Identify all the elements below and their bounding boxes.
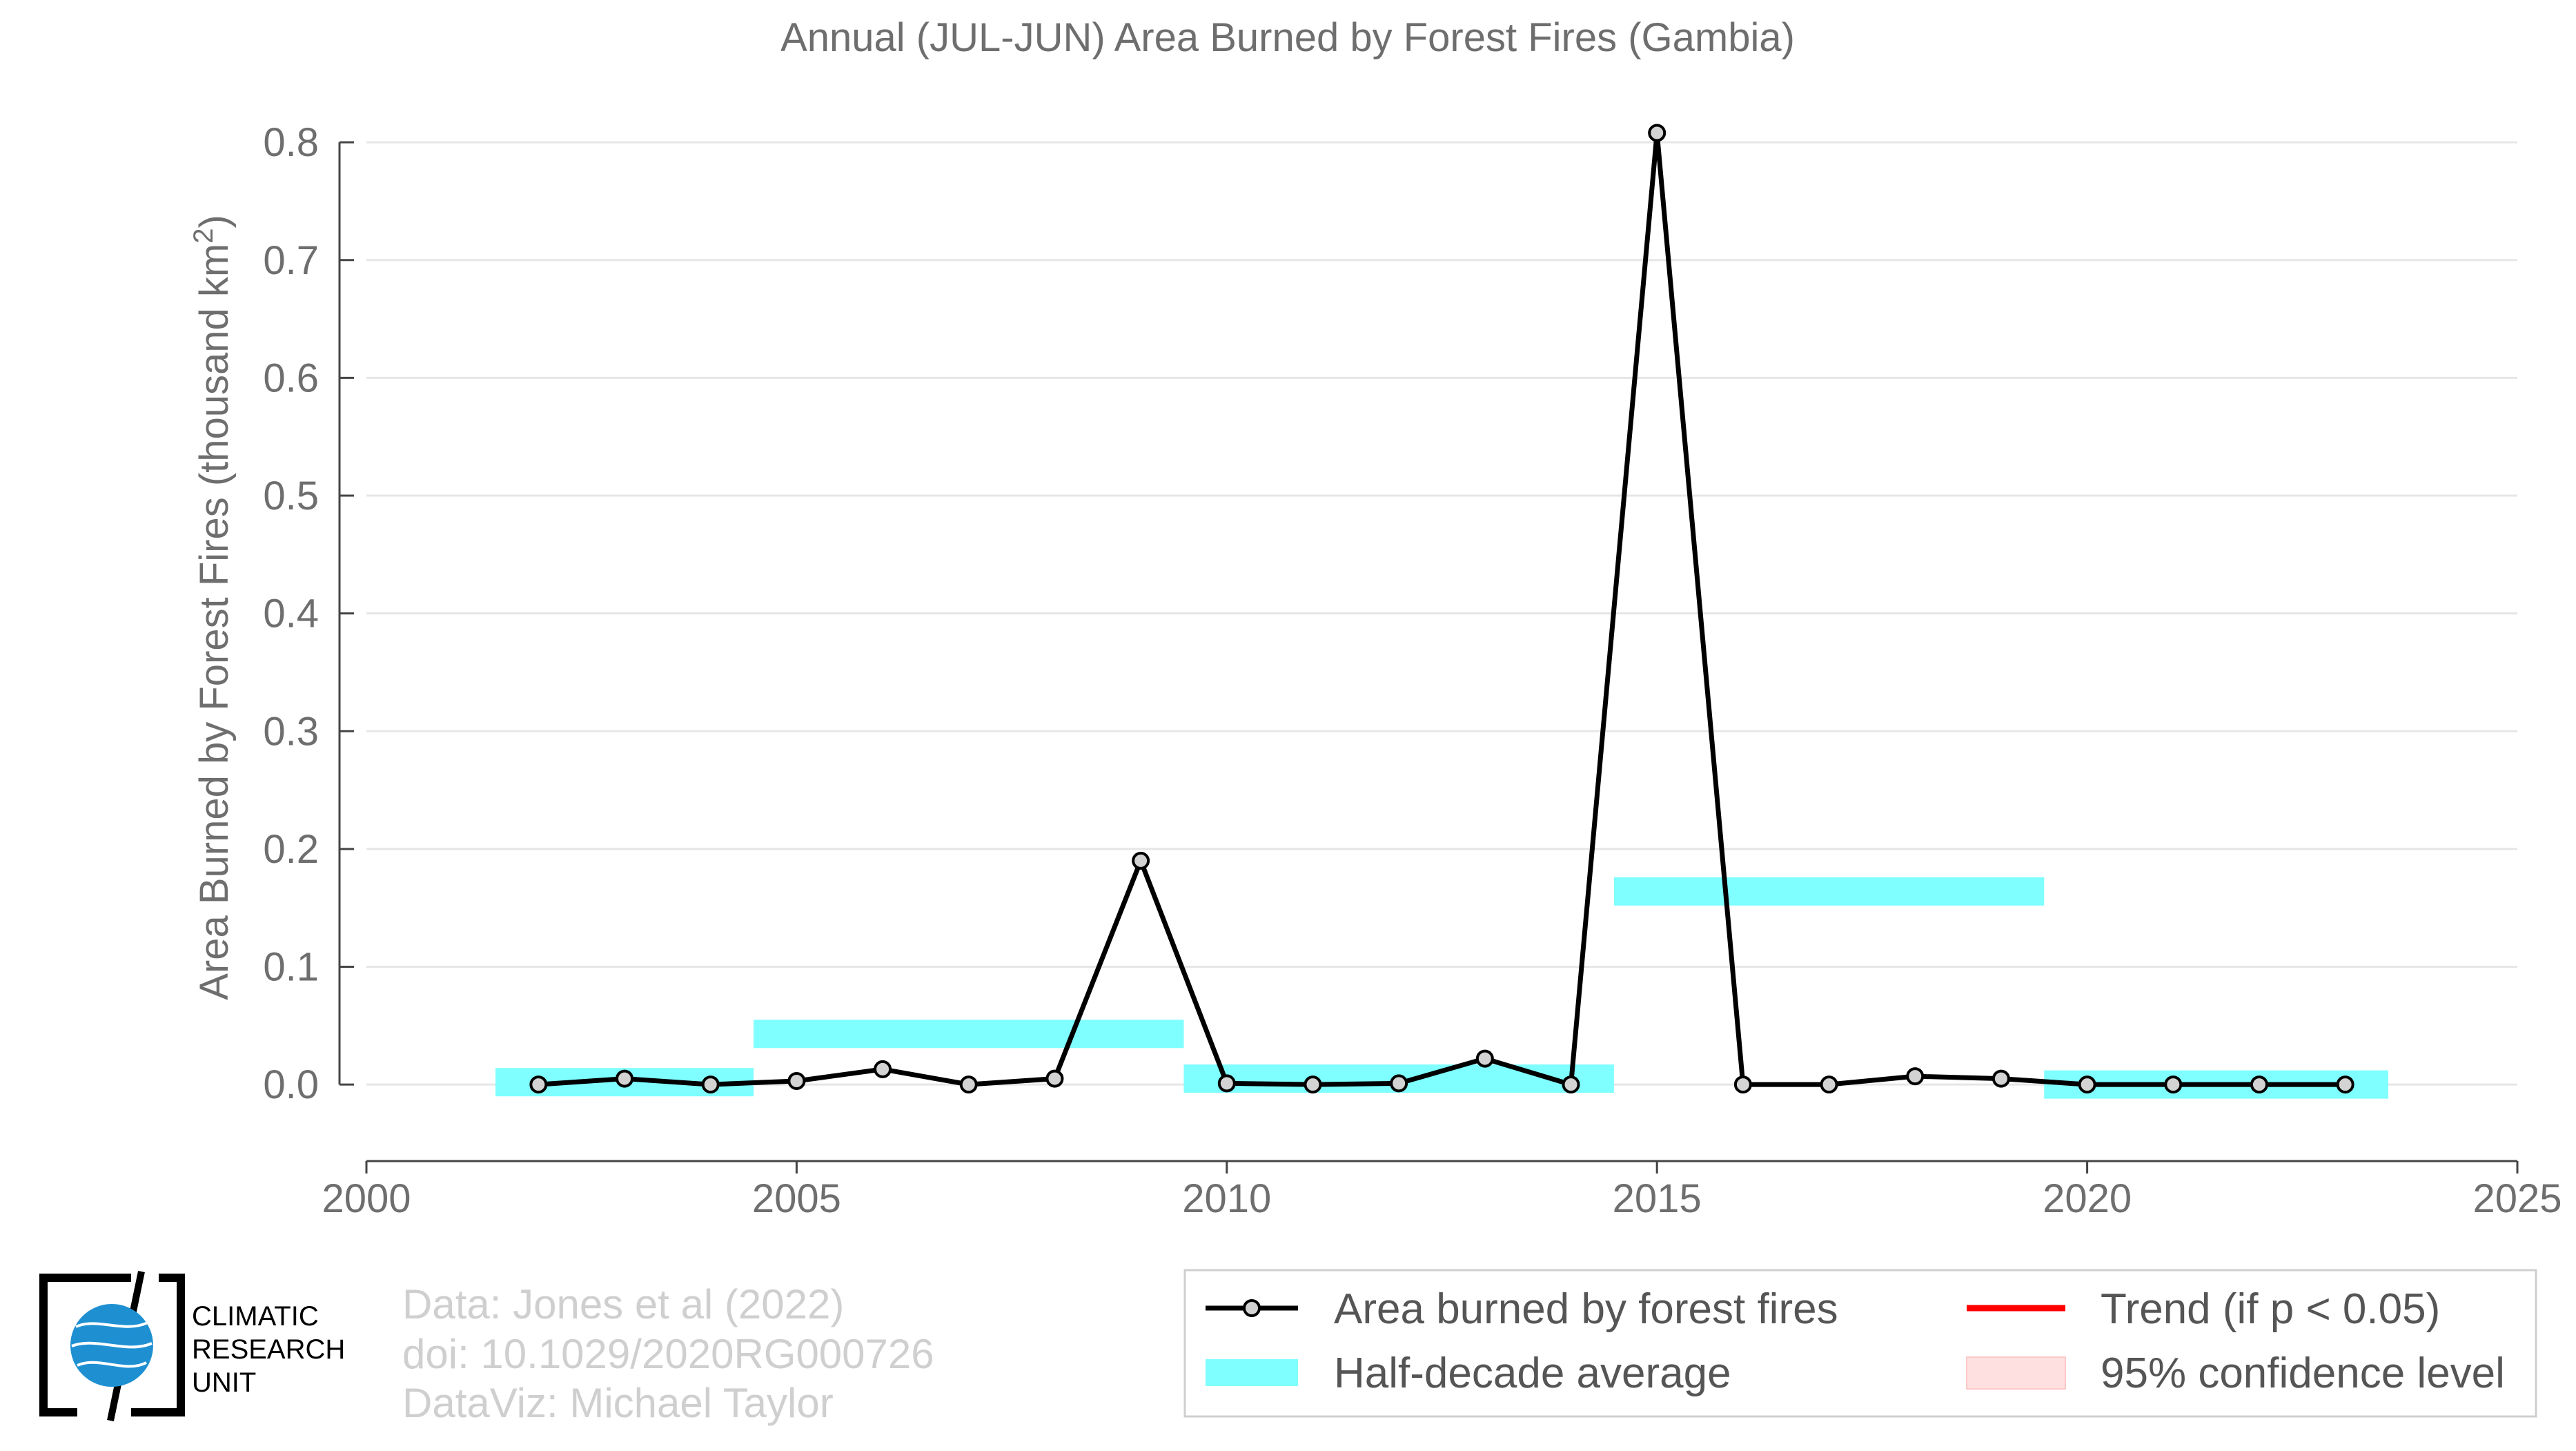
series-line bbox=[538, 130, 2346, 1087]
y-axis-label: Area Burned by Forest Fires (thousand km… bbox=[188, 215, 237, 1000]
data-point bbox=[1562, 1075, 1580, 1094]
data-point bbox=[2078, 1075, 2096, 1094]
x-tick-label: 2015 bbox=[1613, 1176, 1702, 1221]
data-point bbox=[874, 1060, 892, 1078]
y-tick-label: 0.5 bbox=[263, 474, 319, 518]
legend-label-half-decade: Half-decade average bbox=[1334, 1350, 1731, 1397]
y-tick-label: 0.8 bbox=[263, 120, 319, 165]
data-point bbox=[1906, 1067, 1925, 1086]
y-axis-label-close: ) bbox=[192, 215, 237, 228]
data-point bbox=[1390, 1074, 1408, 1093]
data-point bbox=[959, 1075, 978, 1094]
y-axis: 0.0 0.1 0.2 0.3 0.4 0.5 0.6 0.7 0.8 bbox=[263, 120, 354, 1107]
y-tick-label: 0.1 bbox=[263, 944, 319, 989]
legend-label-trend: Trend (if p < 0.05) bbox=[2101, 1285, 2440, 1333]
data-point bbox=[616, 1069, 634, 1088]
x-tick-label: 2005 bbox=[752, 1176, 841, 1221]
x-tick-label: 2000 bbox=[322, 1176, 411, 1221]
legend-marker-point-series bbox=[1243, 1299, 1261, 1317]
series-area-burned bbox=[529, 124, 2354, 1094]
legend: Area burned by forest fires Trend (if p … bbox=[1183, 1269, 2537, 1418]
x-axis: 2000 2005 2010 2015 2020 2025 bbox=[322, 1160, 2562, 1221]
y-tick-label: 0.7 bbox=[263, 238, 319, 283]
credit-line-2: doi: 10.1029/2020RG000726 bbox=[402, 1331, 934, 1377]
y-tick-label: 0.6 bbox=[263, 356, 319, 400]
data-point bbox=[1733, 1075, 1752, 1094]
credit-line-3: DataViz: Michael Taylor bbox=[402, 1380, 834, 1426]
data-point bbox=[1820, 1075, 1838, 1094]
x-tick-label: 2020 bbox=[2043, 1176, 2132, 1221]
data-point bbox=[529, 1075, 548, 1094]
chart-title: Annual (JUL-JUN) Area Burned by Forest F… bbox=[780, 15, 1795, 60]
half-decade-average-bar bbox=[754, 1020, 1184, 1049]
data-credits: Data: Jones et al (2022) doi: 10.1029/20… bbox=[402, 1281, 934, 1426]
logo-text-line-1: CLIMATIC bbox=[192, 1301, 319, 1332]
grid-lines bbox=[366, 141, 2517, 1086]
data-point bbox=[787, 1071, 806, 1090]
y-tick-label: 0.3 bbox=[263, 709, 319, 754]
legend-box bbox=[1183, 1269, 2537, 1418]
half-decade-average-bar bbox=[1613, 877, 2045, 906]
globe-wave-2 bbox=[71, 1341, 153, 1349]
x-tick-label: 2010 bbox=[1182, 1176, 1271, 1221]
data-point bbox=[1132, 851, 1150, 870]
logo-text-line-3: UNIT bbox=[192, 1367, 256, 1398]
x-tick-label: 2025 bbox=[2472, 1176, 2562, 1221]
legend-marker-half-decade bbox=[1206, 1359, 1298, 1386]
data-point bbox=[2336, 1075, 2354, 1094]
y-tick-label: 0.2 bbox=[263, 827, 319, 872]
data-point bbox=[1304, 1075, 1322, 1094]
globe-wave-3 bbox=[77, 1361, 147, 1368]
data-point bbox=[2164, 1075, 2183, 1094]
data-point bbox=[1992, 1069, 2010, 1088]
data-point bbox=[701, 1075, 720, 1094]
credit-line-1: Data: Jones et al (2022) bbox=[402, 1281, 844, 1327]
logo-text-line-2: RESEARCH bbox=[192, 1334, 345, 1365]
legend-marker-confidence bbox=[1966, 1356, 2066, 1390]
legend-label-series: Area burned by forest fires bbox=[1334, 1285, 1838, 1333]
y-tick-label: 0.4 bbox=[263, 592, 319, 636]
data-point bbox=[1217, 1074, 1236, 1093]
data-point bbox=[1475, 1049, 1494, 1068]
data-point bbox=[2250, 1075, 2268, 1094]
y-tick-label: 0.0 bbox=[263, 1062, 319, 1107]
half-decade-average-bands bbox=[495, 877, 2388, 1099]
legend-label-confidence: 95% confidence level bbox=[2101, 1350, 2505, 1397]
logo-bracket bbox=[39, 1274, 185, 1416]
y-axis-label-superscript: 2 bbox=[188, 228, 219, 244]
data-point bbox=[1648, 124, 1666, 142]
y-axis-label-main: Area Burned by Forest Fires (thousand km bbox=[192, 244, 237, 1000]
cru-logo: CLIMATIC RESEARCH UNIT bbox=[39, 1270, 345, 1422]
globe-wave-1 bbox=[75, 1321, 148, 1328]
data-point bbox=[1045, 1069, 1064, 1088]
